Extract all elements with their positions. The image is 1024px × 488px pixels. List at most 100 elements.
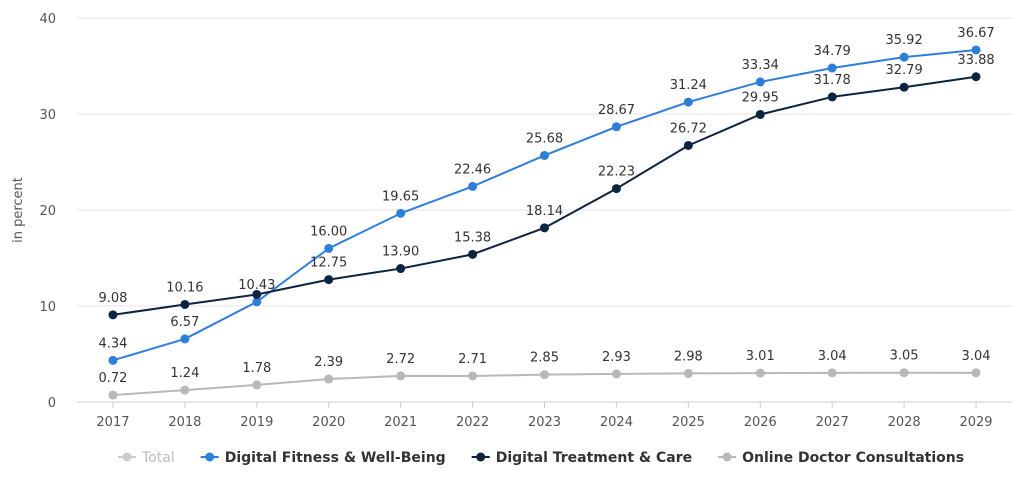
data-point-online-doctor-consultations[interactable] <box>324 374 334 384</box>
data-label-online-doctor-consultations: 3.01 <box>746 349 775 364</box>
y-tick-label: 10 <box>39 300 56 315</box>
data-label-digital-treatment-care: 32.79 <box>886 63 923 78</box>
x-tick-label: 2023 <box>528 415 561 430</box>
x-tick-label: 2018 <box>168 415 201 430</box>
data-label-digital-fitness-well-being: 34.79 <box>814 44 851 59</box>
y-tick-label: 0 <box>48 396 56 411</box>
data-point-online-doctor-consultations[interactable] <box>252 380 262 390</box>
data-label-online-doctor-consultations: 1.78 <box>242 361 271 376</box>
data-point-digital-treatment-care[interactable] <box>683 140 693 150</box>
data-point-digital-fitness-well-being[interactable] <box>540 150 549 160</box>
y-axis-title: in percent <box>11 177 26 243</box>
data-point-digital-fitness-well-being[interactable] <box>252 297 262 307</box>
data-point-digital-treatment-care[interactable] <box>324 275 334 285</box>
data-point-online-doctor-consultations[interactable] <box>899 368 909 378</box>
data-label-digital-treatment-care: 18.14 <box>526 204 563 219</box>
axes: in percent 0 10 20 30 40 2017 2018 2019 2020 2021… <box>11 12 993 430</box>
legend-marker-icon <box>122 452 132 462</box>
legend-marker-icon <box>476 452 486 462</box>
data-label-online-doctor-consultations: 3.05 <box>890 349 919 364</box>
x-tick-label: 2028 <box>888 415 921 430</box>
legend-label: Digital Fitness & Well-Being <box>225 450 446 466</box>
legend-item-online-doctor-consultations[interactable]: Online Doctor Consultations <box>718 450 964 466</box>
data-label-online-doctor-consultations: 2.72 <box>386 352 415 367</box>
data-label-digital-treatment-care: 9.08 <box>98 291 127 306</box>
data-point-digital-treatment-care[interactable] <box>108 310 118 320</box>
data-label-digital-treatment-care: 15.38 <box>454 230 491 245</box>
data-label-digital-fitness-well-being: 28.67 <box>598 103 635 118</box>
data-label-digital-fitness-well-being: 6.57 <box>170 315 199 330</box>
data-point-digital-treatment-care[interactable] <box>468 249 478 259</box>
x-tick-label: 2017 <box>96 415 129 430</box>
data-point-digital-fitness-well-being[interactable] <box>108 355 118 365</box>
data-label-digital-treatment-care: 13.90 <box>382 245 419 260</box>
y-tick-label: 40 <box>39 12 56 27</box>
y-tick-label: 20 <box>39 204 56 219</box>
legend-item-digital-treatment-care[interactable]: Digital Treatment & Care <box>471 450 692 466</box>
data-label-online-doctor-consultations: 2.85 <box>530 351 559 366</box>
data-label-digital-fitness-well-being: 36.67 <box>957 26 994 41</box>
data-point-online-doctor-consultations[interactable] <box>971 368 981 378</box>
data-point-digital-treatment-care[interactable] <box>611 184 621 194</box>
data-point-digital-fitness-well-being[interactable] <box>899 52 909 62</box>
legend-label: Online Doctor Consultations <box>742 450 964 466</box>
data-point-online-doctor-consultations[interactable] <box>468 371 478 381</box>
data-point-digital-fitness-well-being[interactable] <box>468 181 478 191</box>
x-tick-label: 2027 <box>816 415 849 430</box>
data-point-digital-fitness-well-being[interactable] <box>180 334 190 344</box>
data-point-digital-fitness-well-being[interactable] <box>324 243 334 253</box>
data-label-digital-treatment-care: 10.16 <box>166 280 203 295</box>
data-label-digital-treatment-care: 22.23 <box>598 165 635 180</box>
data-point-digital-treatment-care[interactable] <box>899 82 909 92</box>
data-point-online-doctor-consultations[interactable] <box>683 368 693 378</box>
data-label-online-doctor-consultations: 3.04 <box>818 349 847 364</box>
data-label-digital-fitness-well-being: 10.43 <box>238 278 275 293</box>
data-label-digital-fitness-well-being: 4.34 <box>98 336 127 351</box>
legend-marker-icon <box>205 452 215 462</box>
data-point-online-doctor-consultations[interactable] <box>827 368 837 378</box>
data-point-digital-treatment-care[interactable] <box>971 72 981 82</box>
data-point-online-doctor-consultations[interactable] <box>755 368 765 378</box>
data-label-digital-fitness-well-being: 35.92 <box>886 33 923 48</box>
data-label-digital-treatment-care: 12.75 <box>310 256 347 271</box>
series-lines <box>108 45 981 400</box>
data-point-online-doctor-consultations[interactable] <box>180 385 190 395</box>
data-point-digital-treatment-care[interactable] <box>252 289 262 299</box>
x-tick-label: 2020 <box>312 415 345 430</box>
data-point-digital-treatment-care[interactable] <box>396 264 406 274</box>
data-label-digital-treatment-care: 33.88 <box>957 53 994 68</box>
data-label-digital-fitness-well-being: 31.24 <box>670 78 707 93</box>
data-label-online-doctor-consultations: 2.39 <box>314 355 343 370</box>
data-point-digital-fitness-well-being[interactable] <box>683 97 693 107</box>
data-label-digital-treatment-care: 26.72 <box>670 121 707 136</box>
data-label-digital-fitness-well-being: 33.34 <box>742 58 779 73</box>
legend-item-total[interactable]: Total <box>118 450 175 466</box>
data-point-digital-treatment-care[interactable] <box>827 92 837 102</box>
legend[interactable]: Total Digital Fitness & Well-Being Digital… <box>118 450 964 466</box>
data-point-online-doctor-consultations[interactable] <box>611 369 621 379</box>
legend-marker-icon <box>722 452 732 462</box>
x-tick-label: 2026 <box>744 415 777 430</box>
data-label-online-doctor-consultations: 2.98 <box>674 349 703 364</box>
data-point-online-doctor-consultations[interactable] <box>108 390 118 400</box>
x-tick-label: 2019 <box>240 415 273 430</box>
data-point-digital-fitness-well-being[interactable] <box>971 45 981 55</box>
grid-lines <box>77 17 1012 403</box>
data-point-digital-fitness-well-being[interactable] <box>611 122 621 132</box>
data-point-digital-fitness-well-being[interactable] <box>755 77 765 87</box>
data-label-online-doctor-consultations: 1.24 <box>170 366 199 381</box>
x-tick-label: 2021 <box>384 415 417 430</box>
legend-item-digital-fitness-well-being[interactable]: Digital Fitness & Well-Being <box>200 450 446 466</box>
data-point-digital-fitness-well-being[interactable] <box>827 63 837 73</box>
data-point-digital-treatment-care[interactable] <box>540 223 549 233</box>
legend-label: Digital Treatment & Care <box>496 450 692 466</box>
data-point-digital-treatment-care[interactable] <box>755 109 765 119</box>
data-point-online-doctor-consultations[interactable] <box>396 371 406 381</box>
x-tick-label: 2029 <box>959 415 992 430</box>
data-point-online-doctor-consultations[interactable] <box>540 370 549 380</box>
data-label-online-doctor-consultations: 3.04 <box>962 349 991 364</box>
data-point-digital-fitness-well-being[interactable] <box>396 208 406 218</box>
data-point-digital-treatment-care[interactable] <box>180 299 190 309</box>
